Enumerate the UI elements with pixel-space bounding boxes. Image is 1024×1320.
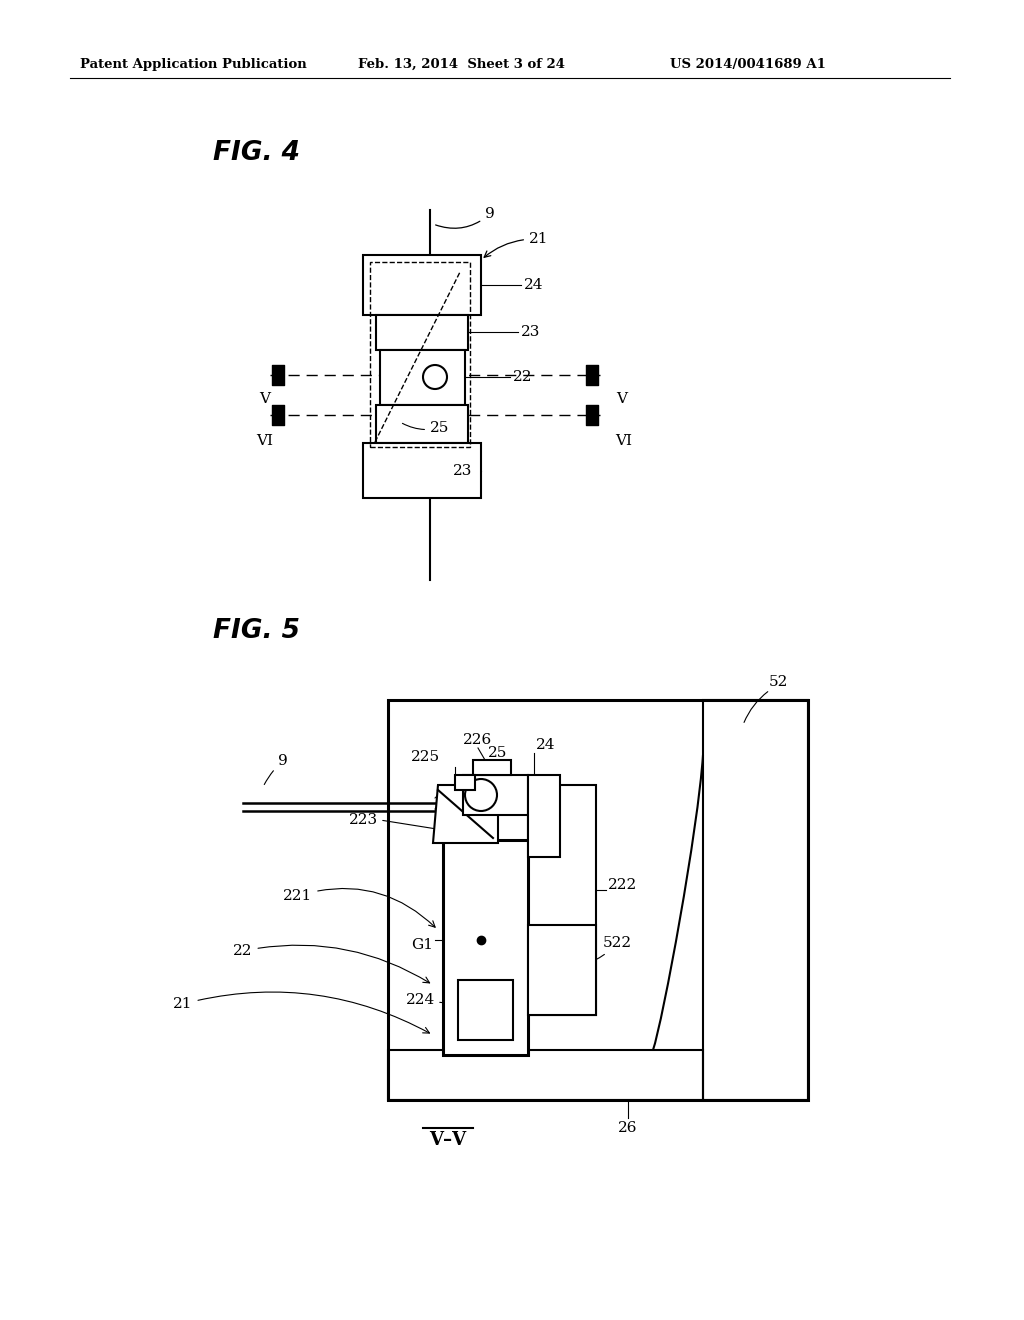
Text: 23: 23	[453, 465, 472, 478]
Text: G1: G1	[411, 939, 433, 952]
Polygon shape	[433, 785, 498, 843]
Bar	[376, 315, 468, 350]
Bar	[463, 775, 528, 814]
Circle shape	[423, 366, 447, 389]
Text: 9: 9	[435, 207, 495, 228]
Text: 225: 225	[411, 750, 439, 764]
Text: VI: VI	[256, 434, 273, 447]
Text: 24: 24	[536, 738, 555, 752]
Bar	[528, 775, 560, 857]
Bar	[380, 350, 465, 405]
Bar	[528, 785, 596, 1015]
Text: 25: 25	[488, 746, 507, 760]
Text: V: V	[259, 392, 270, 407]
Text: V: V	[616, 392, 628, 407]
Text: 22: 22	[233, 944, 430, 983]
Text: 224: 224	[406, 993, 435, 1007]
Bar	[362, 255, 481, 315]
Bar	[458, 979, 513, 1040]
Bar	[703, 700, 808, 1100]
Text: Patent Application Publication: Patent Application Publication	[80, 58, 307, 71]
Text: US 2014/0041689 A1: US 2014/0041689 A1	[670, 58, 826, 71]
Bar	[473, 760, 511, 775]
Text: 25: 25	[402, 421, 450, 436]
Bar	[370, 261, 470, 447]
Text: 221: 221	[283, 888, 435, 927]
Text: 23: 23	[521, 325, 541, 339]
Text: 26: 26	[618, 1121, 638, 1135]
Text: Feb. 13, 2014  Sheet 3 of 24: Feb. 13, 2014 Sheet 3 of 24	[358, 58, 565, 71]
Circle shape	[465, 779, 497, 810]
Text: 522: 522	[562, 936, 632, 973]
Bar	[528, 925, 596, 1015]
Bar	[362, 444, 481, 498]
Text: 24: 24	[524, 279, 544, 292]
Text: FIG. 5: FIG. 5	[213, 618, 300, 644]
Text: 21: 21	[484, 232, 549, 257]
Text: 223: 223	[349, 813, 378, 828]
Text: 21: 21	[173, 993, 429, 1034]
Text: 9: 9	[264, 754, 288, 784]
Bar	[388, 1049, 703, 1100]
Text: 52: 52	[768, 675, 787, 689]
Bar	[388, 700, 808, 1100]
Text: 226: 226	[464, 733, 493, 747]
Text: VI: VI	[615, 434, 633, 447]
Bar	[455, 775, 475, 789]
Bar	[376, 405, 468, 444]
Text: V–V: V–V	[429, 1131, 467, 1148]
Text: 22: 22	[513, 370, 532, 384]
Bar	[443, 840, 528, 1055]
Text: FIG. 4: FIG. 4	[213, 140, 300, 166]
Text: 222: 222	[608, 878, 637, 892]
